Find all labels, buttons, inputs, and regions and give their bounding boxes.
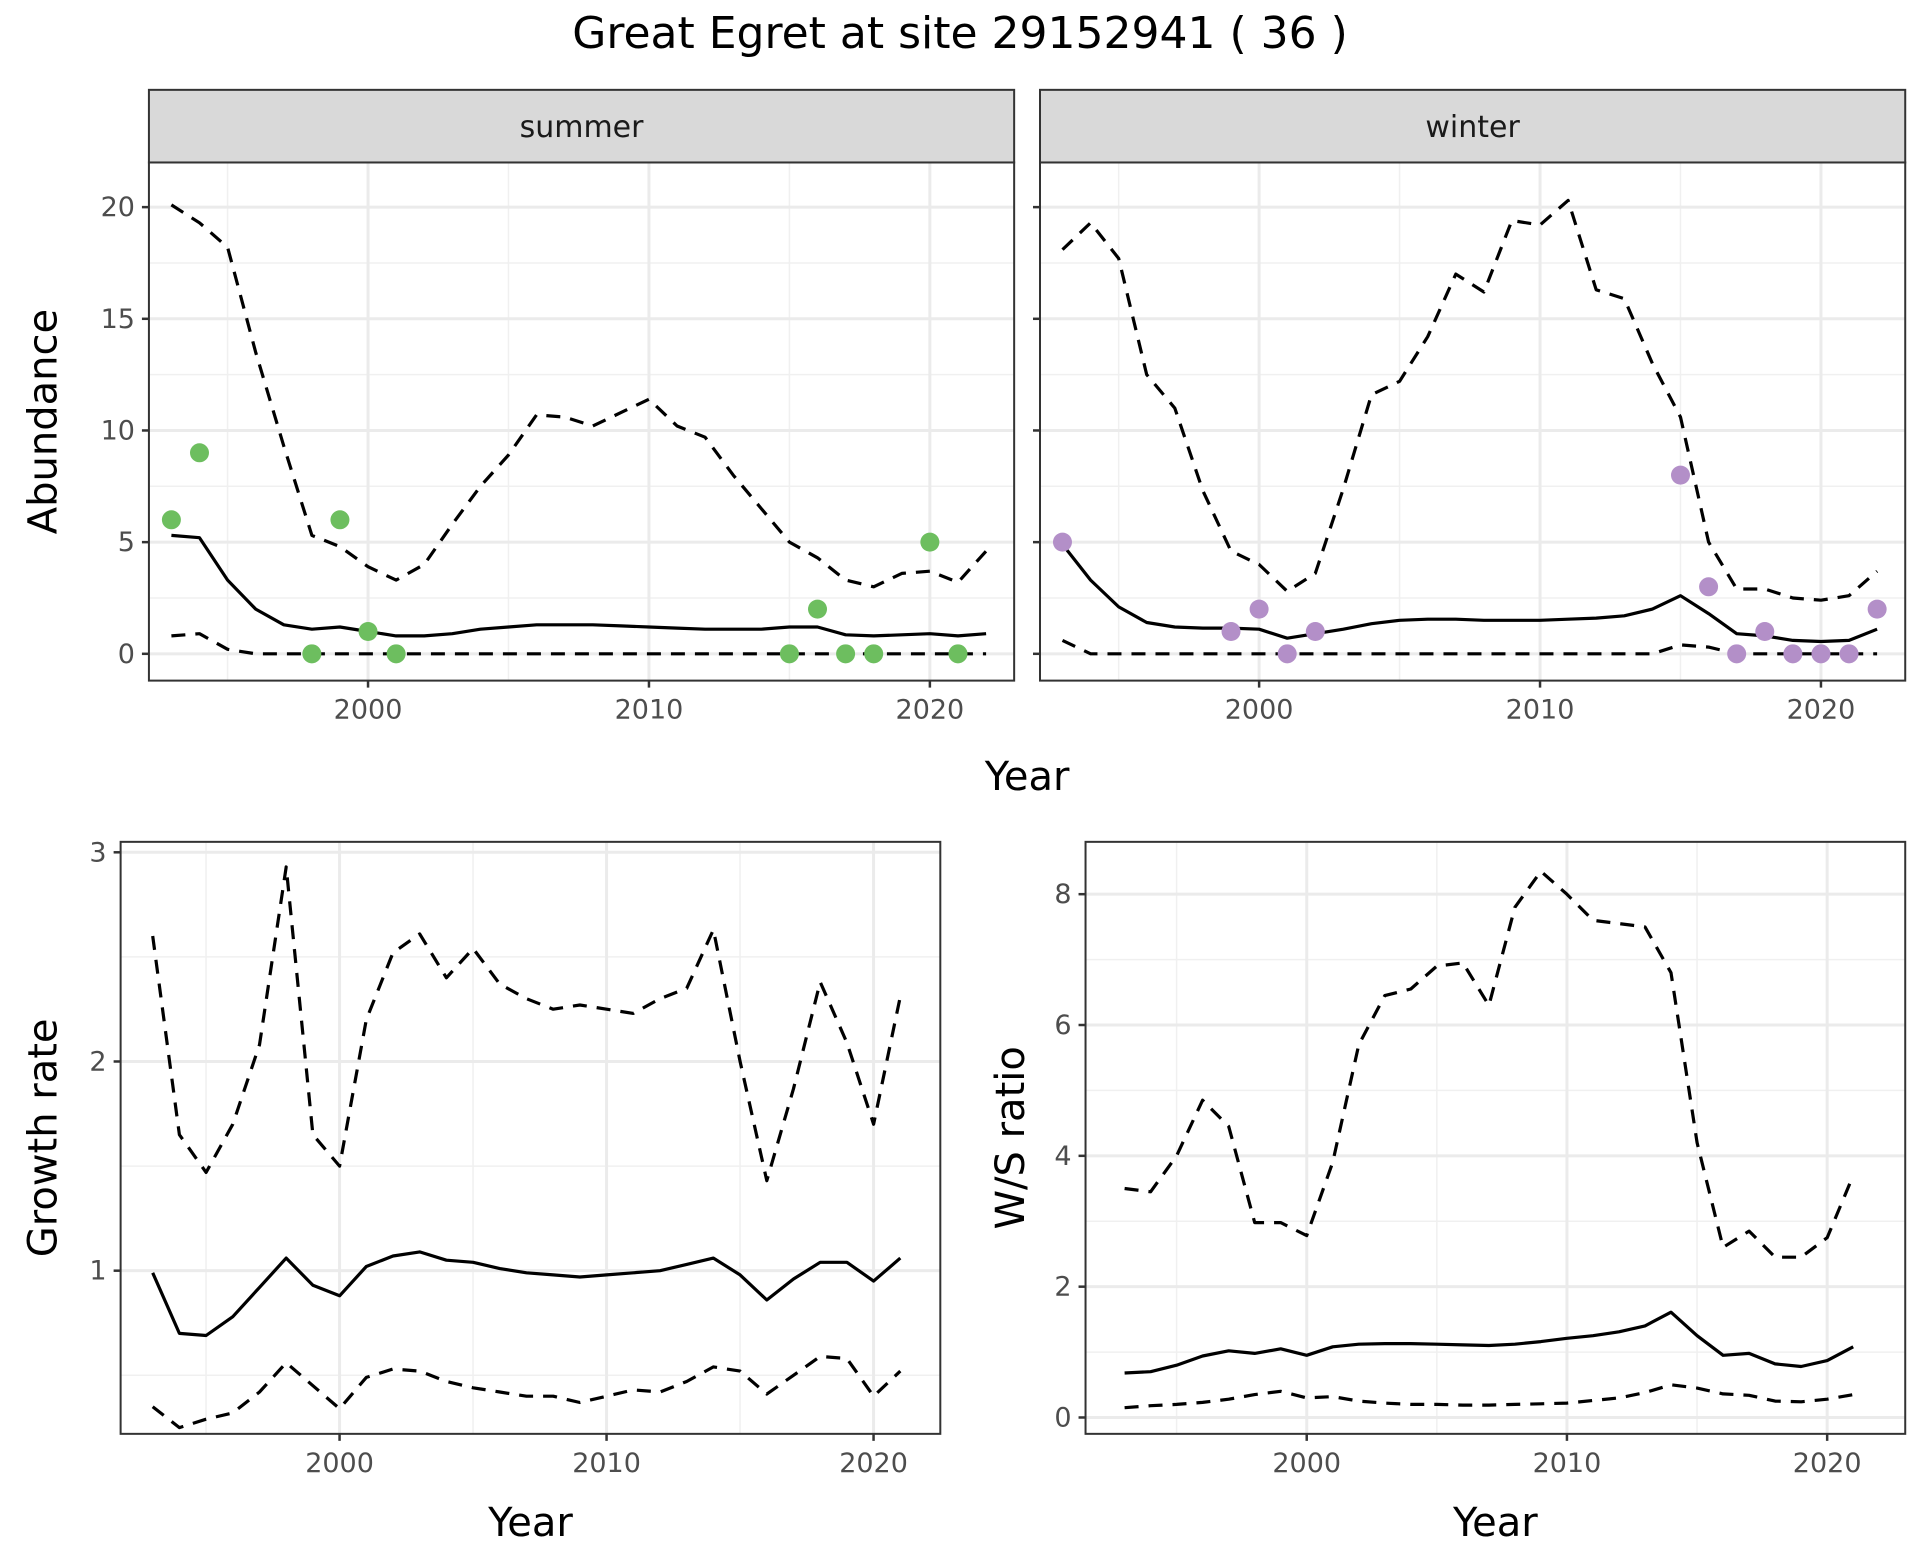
observed-point	[920, 532, 940, 552]
y-tick-label: 20	[101, 192, 135, 223]
x-tick-label: 2010	[615, 695, 684, 726]
observed-point	[808, 599, 828, 619]
ws-ratio-panel: 2000 2010 2020 0 2 4 6 8	[1054, 840, 1907, 1479]
mean-line	[151, 1250, 902, 1338]
figure-title: Great Egret at site 29152941 ( 36 )	[572, 8, 1348, 59]
growth-rate-panel: 2000 2010 2020 1 2 3	[89, 837, 942, 1479]
y-tick-label: 0	[118, 639, 135, 670]
y-tick-label: 8	[1054, 879, 1071, 910]
y-tick-label: 5	[118, 527, 135, 558]
observed-point	[1670, 465, 1690, 485]
facet-strip	[1039, 88, 1907, 164]
x-tick-label: 2010	[1506, 695, 1575, 726]
observed-point	[948, 644, 968, 664]
facet-strip	[147, 88, 1016, 164]
panel-border	[1084, 840, 1907, 1435]
observed-point	[358, 621, 378, 641]
observed-point	[1727, 644, 1747, 664]
x-tick-label: 2020	[839, 1448, 908, 1479]
observed-point	[386, 644, 406, 664]
observed-point	[1221, 621, 1241, 641]
ws-y-axis-title: W/S ratio	[988, 1046, 1034, 1229]
ws-x-axis-title: Year	[1452, 1500, 1538, 1546]
x-tick-label: 2020	[1787, 695, 1856, 726]
observed-point	[1052, 532, 1072, 552]
lower-ci-line	[151, 1354, 902, 1430]
observed-point	[1811, 644, 1831, 664]
observed-point	[864, 644, 884, 664]
x-tick-label: 2010	[572, 1448, 641, 1479]
panel-background	[1040, 162, 1906, 681]
observed-point	[1249, 599, 1269, 619]
panel-border	[119, 840, 942, 1435]
lower-ci-line	[1124, 1383, 1854, 1410]
abundance-panel-summer: 2000 2010 2020 0 5 10 15 20 summer	[101, 88, 1016, 726]
observed-point	[779, 644, 799, 664]
x-tick-label: 2020	[896, 695, 965, 726]
mean-line	[171, 533, 987, 638]
y-tick-label: 1	[89, 1256, 106, 1287]
observed-point	[1277, 644, 1297, 664]
growth-y-axis-title: Growth rate	[21, 1018, 67, 1257]
observed-point	[330, 510, 350, 530]
observed-point	[1867, 599, 1887, 619]
x-tick-label: 2000	[1272, 1448, 1341, 1479]
y-tick-label: 2	[1054, 1272, 1071, 1303]
upper-ci-line	[1124, 869, 1855, 1259]
observed-point	[836, 644, 856, 664]
panel-background	[1085, 841, 1906, 1434]
abundance-panel-winter: 2000 2010 2020 winter	[1033, 88, 1907, 726]
observed-point	[302, 644, 322, 664]
facet-strip-label: summer	[520, 110, 645, 145]
mean-line	[1124, 1310, 1854, 1375]
abundance-y-axis-title: Abundance	[21, 309, 67, 534]
upper-ci-line	[1061, 198, 1879, 602]
observed-point	[1699, 577, 1719, 597]
y-tick-label: 4	[1054, 1141, 1071, 1172]
y-tick-label: 15	[101, 304, 135, 335]
y-tick-label: 3	[89, 837, 106, 868]
observed-point	[189, 443, 209, 463]
mean-line	[1061, 543, 1878, 644]
observed-point	[1305, 621, 1325, 641]
x-tick-label: 2000	[334, 695, 403, 726]
observed-point	[1783, 644, 1803, 664]
y-tick-label: 6	[1054, 1010, 1071, 1041]
y-tick-label: 0	[1054, 1402, 1071, 1433]
facet-strip-label: winter	[1425, 110, 1520, 145]
panel-background	[120, 841, 941, 1434]
x-tick-label: 2000	[305, 1448, 374, 1479]
observed-point	[161, 510, 181, 530]
x-tick-label: 2000	[1225, 695, 1294, 726]
x-tick-label: 2010	[1533, 1448, 1602, 1479]
observed-point	[1839, 644, 1859, 664]
observed-point	[1755, 621, 1775, 641]
upper-ci-line	[151, 865, 902, 1183]
abundance-x-axis-title: Year	[984, 754, 1070, 800]
upper-ci-line	[170, 203, 988, 589]
growth-x-axis-title: Year	[487, 1500, 573, 1546]
y-tick-label: 2	[89, 1046, 106, 1077]
x-tick-label: 2020	[1793, 1448, 1862, 1479]
y-tick-label: 10	[101, 415, 135, 446]
